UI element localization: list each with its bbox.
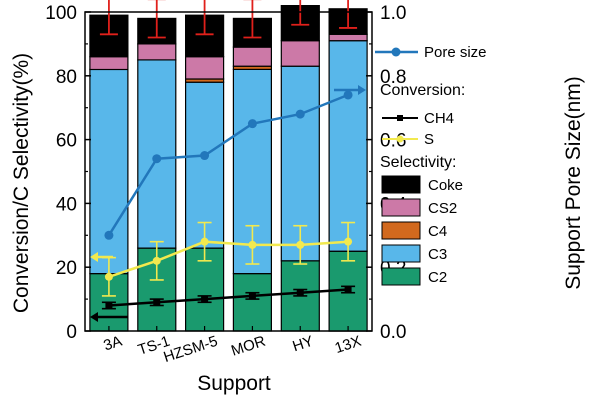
bar-cs2-3a [89,56,129,71]
x-axis-title: Support [197,372,271,395]
bar-c2-mor [232,273,272,332]
axis-arrow-left-yellow [90,252,113,262]
point-ch4-2 [201,295,209,303]
bar-c3-3a [89,68,129,275]
error-bars-layer [99,0,358,39]
legend-label-c3: C3 [428,246,447,263]
legend-label-c2: C2 [428,269,447,286]
legend-label-c4: C4 [428,223,447,240]
point-s-2 [200,237,209,246]
bar-cs2-13x [328,33,368,42]
point-s-1 [152,256,161,265]
legend-label-coke: Coke [428,177,463,194]
line-ch4 [108,288,349,307]
legend-item-c3: C3 [381,244,447,263]
point-pore-size-2 [200,151,210,161]
axis-arrow-left-black [90,312,128,322]
bar-c3-ts-1 [137,59,177,249]
legend-header-conversion: Conversion: [380,82,465,99]
point-pore-size-3 [247,119,257,129]
point-ch4-1 [153,298,161,306]
point-ch4-0 [105,301,113,309]
y2-tick-label-1.0: 1.0 [380,3,406,24]
legend: Pore size Conversion: CH4 S Selectivity:… [375,44,487,286]
bar-cs2-ts-1 [137,43,177,61]
bars-layer [89,4,368,332]
line-s [108,240,349,278]
point-s-5 [344,237,353,246]
y-tick-label-100: 100 [45,3,77,24]
x-tick-label-3a: 3A [101,333,124,355]
legend-item-c4: C4 [381,221,447,240]
axes-layer: 0204060801000.00.20.40.60.81.03ATS-1HZSM… [45,3,407,366]
legend-item-pore-size: Pore size [375,44,487,61]
point-s-4 [296,240,305,249]
point-s-0 [104,272,113,281]
point-ch4-3 [248,292,256,300]
point-pore-size-1 [152,154,162,164]
y-axis-title: Conversion/C Selectivity(%) [10,53,33,313]
bar-cs2-mor [232,46,272,67]
y-tick-label-20: 20 [56,258,77,279]
bar-cs2-hzsm-5 [185,56,225,80]
point-s-3 [248,240,257,249]
y-tick-label-60: 60 [56,131,77,152]
point-pore-size-5 [343,90,353,100]
legend-item-c2: C2 [381,267,447,286]
point-ch4-4 [296,289,304,297]
y2-tick-label-0.8: 0.8 [380,67,406,88]
legend-item-s: S [382,131,434,148]
legend-header-selectivity: Selectivity: [380,154,456,171]
legend-item-ch4: CH4 [382,110,454,127]
legend-item-cs2: CS2 [381,198,457,217]
legend-label-s: S [424,131,434,148]
x-tick-label-hy: HY [290,333,315,356]
x-tick-label-13x: 13X [333,333,364,357]
legend-label-ch4: CH4 [424,110,454,127]
bar-c3-13x [328,40,368,252]
line-pore-size [107,93,349,236]
point-pore-size-0 [104,230,114,240]
lines-layer [101,90,356,310]
y2-tick-label-0.0: 0.0 [380,322,406,343]
y-tick-label-80: 80 [56,67,77,88]
axis-arrow-right-blue [334,85,366,95]
y-tick-label-40: 40 [56,194,77,215]
legend-label-cs2: CS2 [428,200,457,217]
bar-cs2-hy [280,40,320,67]
point-pore-size-4 [295,109,305,119]
legend-label-pore-size: Pore size [424,44,487,61]
y-tick-label-0: 0 [66,322,77,343]
bar-c3-hzsm-5 [185,81,225,249]
x-tick-label-hzsm-5: HZSM-5 [161,333,219,366]
legend-item-coke: Coke [381,175,463,194]
x-tick-label-mor: MOR [229,333,268,360]
point-ch4-5 [344,286,352,294]
y2-axis-title: Support Pore Size(nm) [562,76,585,290]
